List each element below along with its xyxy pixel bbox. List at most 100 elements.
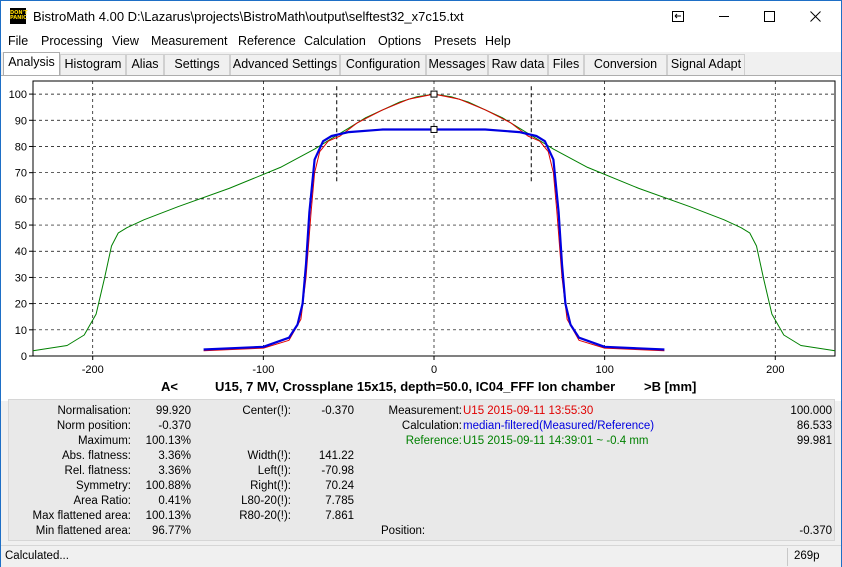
position-value: -0.370 bbox=[799, 525, 832, 537]
dont-panic-icon[interactable]: DON'T PANIC bbox=[10, 8, 28, 24]
info-label: Width(!): bbox=[247, 450, 291, 462]
info-label: Norm position: bbox=[56, 420, 131, 432]
info-value: 100.13% bbox=[145, 510, 191, 522]
menu-calculation[interactable]: Calculation bbox=[304, 34, 366, 48]
calculation-value: 86.533 bbox=[796, 420, 832, 432]
y-tick-label: 60 bbox=[15, 194, 27, 206]
title-bar[interactable]: DON'T PANIC BistroMath 4.00 D:\Lazarus\pr… bbox=[1, 1, 841, 32]
window-title: BistroMath 4.00 D:\Lazarus\projects\Bist… bbox=[33, 9, 464, 24]
info-label: Max flattened area: bbox=[32, 510, 131, 522]
tab-raw-data[interactable]: Raw data bbox=[488, 54, 548, 75]
close-button[interactable] bbox=[793, 1, 839, 32]
info-label: R80-20(!): bbox=[239, 510, 291, 522]
info-label: Maximum: bbox=[77, 435, 131, 447]
menu-help[interactable]: Help bbox=[485, 34, 511, 48]
info-value: 0.41% bbox=[158, 495, 191, 507]
info-label: Right(!): bbox=[250, 480, 291, 492]
x-tick-label: 100 bbox=[595, 364, 613, 376]
tab-conversion[interactable]: Conversion bbox=[584, 54, 667, 75]
info-label: Min flattened area: bbox=[35, 525, 131, 537]
y-tick-label: 30 bbox=[15, 272, 27, 284]
maximize-button[interactable] bbox=[747, 1, 793, 32]
info-label: L80-20(!): bbox=[241, 495, 291, 507]
menu-bar: File Processing View Measurement Referen… bbox=[1, 32, 841, 52]
info-value: -0.370 bbox=[321, 405, 354, 417]
measurement-text: U15 2015-09-11 13:55:30 bbox=[463, 405, 594, 417]
tab-configuration[interactable]: Configuration bbox=[340, 54, 426, 75]
tab-advanced-settings[interactable]: Advanced Settings bbox=[230, 54, 340, 75]
info-value: 100.13% bbox=[145, 435, 191, 447]
info-value: 7.785 bbox=[325, 495, 354, 507]
tab-strip-filler bbox=[745, 54, 841, 75]
chart-title: U15, 7 MV, Crossplane 15x15, depth=50.0,… bbox=[215, 379, 616, 394]
reference-value: 99.981 bbox=[796, 435, 832, 447]
info-value: 3.36% bbox=[158, 465, 191, 477]
tab-histogram[interactable]: Histogram bbox=[60, 54, 126, 75]
tab-signal-adapt[interactable]: Signal Adapt bbox=[667, 54, 745, 75]
info-label: Area Ratio: bbox=[73, 495, 131, 507]
menu-view[interactable]: View bbox=[112, 34, 139, 48]
info-value: -0.370 bbox=[158, 420, 191, 432]
status-bar: Calculated... 269p bbox=[1, 545, 841, 567]
minimize-button[interactable] bbox=[701, 1, 747, 32]
plot-frame bbox=[32, 80, 836, 357]
tab-messages[interactable]: Messages bbox=[426, 54, 488, 75]
x-tick-label: -100 bbox=[252, 364, 274, 376]
measurement-value: 100.000 bbox=[790, 405, 832, 417]
info-value: -70.98 bbox=[321, 465, 354, 477]
profile-chart[interactable]: 0 10 20 30 40 50 60 70 80 90 100 -200 -100 0 100 200 bbox=[1, 75, 841, 401]
maximize-icon bbox=[764, 11, 775, 22]
x-tick-label: 200 bbox=[766, 364, 784, 376]
axis-label-right: >B [mm] bbox=[644, 379, 697, 394]
y-tick-label: 0 bbox=[21, 351, 27, 363]
measurement-label: Measurement: bbox=[388, 405, 462, 417]
reference-label: Reference: bbox=[405, 435, 462, 447]
tab-alias[interactable]: Alias bbox=[126, 54, 164, 75]
status-text: Calculated... bbox=[5, 550, 69, 562]
menu-options[interactable]: Options bbox=[378, 34, 422, 48]
tab-settings[interactable]: Settings bbox=[164, 54, 230, 75]
y-tick-label: 20 bbox=[15, 299, 27, 311]
remote-window-button[interactable] bbox=[655, 1, 701, 32]
calculation-text: median-filtered(Measured/Reference) bbox=[463, 420, 655, 432]
info-value: 141.22 bbox=[318, 450, 354, 462]
info-label: Rel. flatness: bbox=[64, 465, 131, 477]
y-tick-label: 100 bbox=[9, 89, 27, 101]
info-value: 96.77% bbox=[151, 525, 191, 537]
square-marker bbox=[430, 90, 438, 98]
menu-reference[interactable]: Reference bbox=[238, 34, 296, 48]
chart-caption: A< U15, 7 MV, Crossplane 15x15, depth=50… bbox=[1, 377, 841, 397]
x-tick-label: -200 bbox=[82, 364, 104, 376]
menu-file[interactable]: File bbox=[8, 34, 29, 48]
y-tick-label: 80 bbox=[15, 141, 27, 153]
calculation-label: Calculation: bbox=[401, 420, 462, 432]
info-value: 3.36% bbox=[158, 450, 191, 462]
analysis-info-panel: Normalisation: 99.920 Norm position: -0.370… bbox=[8, 399, 835, 541]
info-label: Normalisation: bbox=[57, 405, 132, 417]
menu-measurement[interactable]: Measurement bbox=[151, 34, 228, 48]
info-value: 70.24 bbox=[325, 480, 354, 492]
y-tick-label: 40 bbox=[15, 246, 27, 258]
info-value: 100.88% bbox=[145, 480, 191, 492]
position-label: Position: bbox=[381, 525, 426, 537]
tab-bar: Analysis Histogram Alias Settings Advanc… bbox=[1, 52, 841, 75]
chart-svg[interactable]: 0 10 20 30 40 50 60 70 80 90 100 -200 -100 0 100 200 bbox=[1, 76, 841, 402]
info-label: Center(!): bbox=[242, 405, 291, 417]
axis-label-left: A< bbox=[161, 379, 178, 394]
info-label: Symmetry: bbox=[76, 480, 131, 492]
reference-text: U15 2015-09-11 14:39:01 ~ -0.4 mm bbox=[463, 435, 649, 447]
info-value: 7.861 bbox=[325, 510, 354, 522]
status-separator bbox=[787, 548, 788, 566]
minimize-icon bbox=[719, 16, 729, 17]
close-icon bbox=[810, 11, 821, 22]
info-value: 99.920 bbox=[155, 405, 191, 417]
tab-analysis[interactable]: Analysis bbox=[3, 52, 60, 75]
status-counter: 269p bbox=[794, 550, 820, 562]
info-label: Abs. flatness: bbox=[61, 450, 131, 462]
y-tick-label: 10 bbox=[15, 325, 27, 337]
menu-presets[interactable]: Presets bbox=[434, 34, 477, 48]
y-tick-label: 70 bbox=[15, 168, 27, 180]
tab-files[interactable]: Files bbox=[548, 54, 584, 75]
menu-processing[interactable]: Processing bbox=[41, 34, 103, 48]
